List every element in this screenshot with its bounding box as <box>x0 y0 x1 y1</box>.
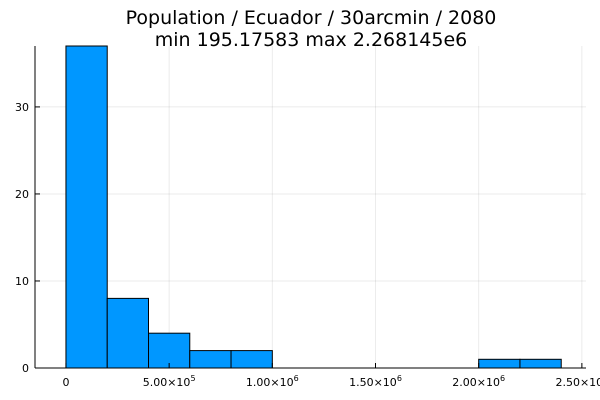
histogram-bar <box>478 358 521 369</box>
x-tick-label-2: 1.00×106 <box>246 374 299 389</box>
y-tick-label-0: 0 <box>22 362 29 375</box>
x-tick-label-0: 0 <box>62 376 69 389</box>
histogram-bar <box>106 297 150 369</box>
x-tick-label-1: 5.00×105 <box>143 374 196 389</box>
histogram-bar <box>230 350 273 369</box>
y-tick-label-3: 30 <box>15 101 29 114</box>
x-tick-label-5: 2.50×106 <box>555 374 600 389</box>
chart-title: Population / Ecuador / 30arcmin / 2080 <box>126 7 497 29</box>
bars <box>65 45 562 369</box>
y-tick-label-1: 10 <box>15 275 29 288</box>
histogram-bar <box>148 332 191 369</box>
tick-labels: 0 5.00×105 1.00×106 1.50×106 2.00×106 2.50×10… <box>15 101 600 389</box>
histogram-bar <box>189 350 232 369</box>
x-tick-label-4: 2.00×106 <box>452 374 505 389</box>
chart-subtitle: min 195.17583 max 2.268145e6 <box>155 29 468 51</box>
axes <box>34 46 586 369</box>
y-tick-label-2: 20 <box>15 188 29 201</box>
histogram-bar <box>65 45 108 369</box>
x-tick-label-3: 1.50×106 <box>349 374 402 389</box>
histogram-bar <box>519 358 562 369</box>
